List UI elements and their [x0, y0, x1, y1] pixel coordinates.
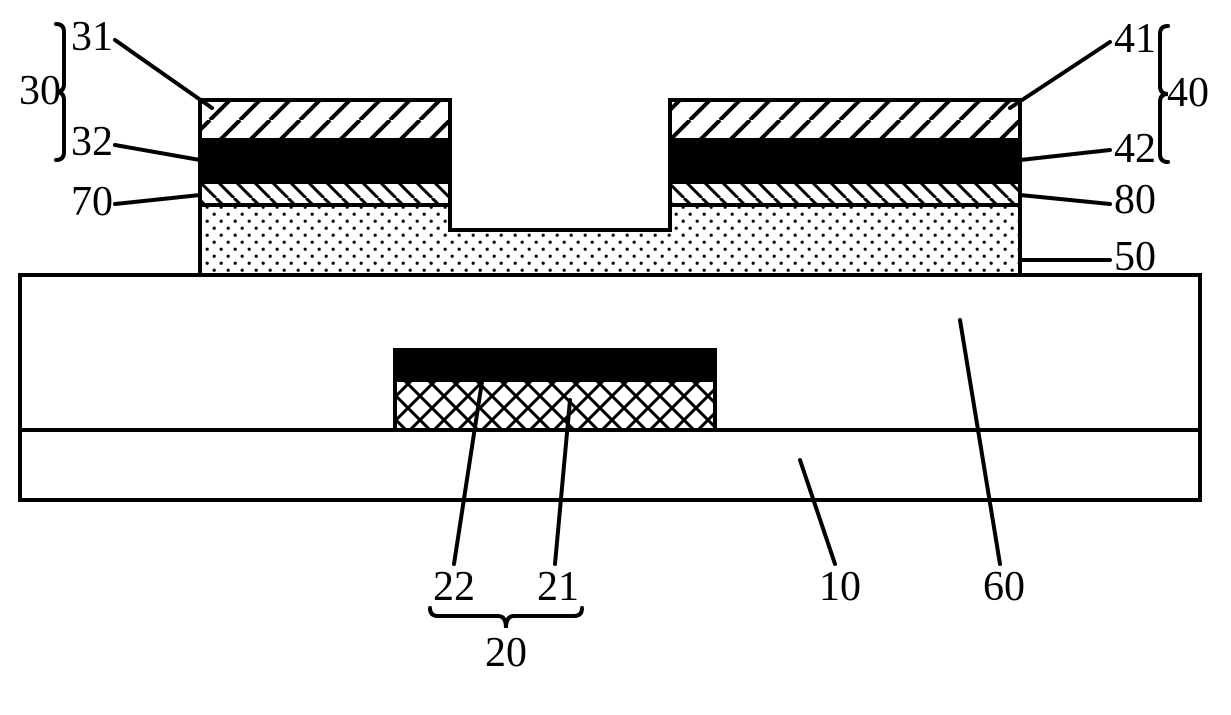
- layer-32: [200, 140, 450, 182]
- layer-80: [670, 182, 1020, 205]
- label-80: 80: [1114, 177, 1156, 223]
- label-30: 30: [19, 68, 61, 114]
- label-32: 32: [71, 119, 113, 165]
- layer-31: [200, 100, 450, 140]
- label-31: 31: [71, 14, 113, 60]
- layer-22: [395, 350, 715, 380]
- lead-l41: [1010, 42, 1110, 108]
- label-20: 20: [485, 630, 527, 676]
- label-70: 70: [71, 179, 113, 225]
- brace-20: [430, 608, 582, 628]
- lead-l70: [115, 195, 200, 204]
- layer-21: [395, 375, 715, 430]
- lead-l42: [1020, 150, 1110, 160]
- lead-l31: [115, 40, 212, 108]
- layer-50: [200, 205, 1020, 275]
- label-40: 40: [1167, 70, 1209, 116]
- label-22: 22: [433, 564, 475, 610]
- label-21: 21: [537, 564, 579, 610]
- label-10: 10: [819, 564, 861, 610]
- label-41: 41: [1114, 16, 1156, 62]
- layer-41: [670, 100, 1020, 140]
- label-60: 60: [983, 564, 1025, 610]
- label-50: 50: [1114, 234, 1156, 280]
- layer-70: [200, 182, 450, 205]
- lead-l32: [115, 145, 200, 160]
- lead-l80: [1020, 195, 1110, 204]
- layer-42: [670, 140, 1020, 182]
- label-42: 42: [1114, 126, 1156, 172]
